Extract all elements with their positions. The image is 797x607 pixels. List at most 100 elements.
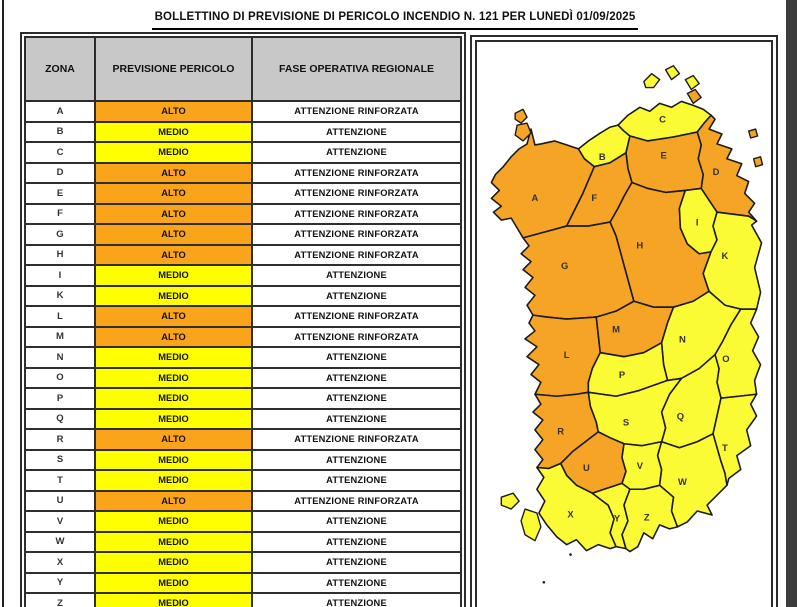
danger-level-cell: MEDIO <box>94 448 253 471</box>
table-row: A ALTO ATTENZIONE RINFORZATA <box>24 100 462 123</box>
operational-phase-cell: ATTENZIONE <box>251 141 462 164</box>
zone-cell: T <box>24 469 96 492</box>
danger-level-cell: MEDIO <box>94 530 253 553</box>
table-row: S MEDIO ATTENZIONE <box>24 448 462 471</box>
operational-phase-cell: ATTENZIONE RINFORZATA <box>251 428 462 451</box>
zone-cell: B <box>24 120 96 143</box>
map-zone-label-K: K <box>722 250 729 261</box>
operational-phase-cell: ATTENZIONE RINFORZATA <box>251 100 462 123</box>
map-zone-label-E: E <box>660 149 666 160</box>
map-zone-X <box>536 462 617 552</box>
map-zone-label-M: M <box>612 323 620 334</box>
danger-level-cell: MEDIO <box>94 264 253 287</box>
zone-cell: K <box>24 284 96 307</box>
danger-level-cell: ALTO <box>94 223 253 246</box>
map-zone-label-Z: Z <box>644 511 650 522</box>
map-zone-I <box>678 187 718 255</box>
map-zone-label-S: S <box>623 416 629 427</box>
map-zone-label-L: L <box>564 349 570 360</box>
operational-phase-cell: ATTENZIONE <box>251 284 462 307</box>
danger-level-cell: MEDIO <box>94 387 253 410</box>
fire-danger-table-box: ZONA PREVISIONE PERICOLO FASE OPERATIVA RE… <box>20 32 466 607</box>
zone-cell: O <box>24 366 96 389</box>
maddalena-island-1 <box>643 72 661 89</box>
danger-level-cell: ALTO <box>94 100 253 123</box>
table-row: H ALTO ATTENZIONE RINFORZATA <box>24 243 462 266</box>
asinara-island-2 <box>514 122 532 142</box>
map-zone-label-H: H <box>636 239 643 250</box>
map-zone-label-F: F <box>591 192 597 203</box>
table-row: W MEDIO ATTENZIONE <box>24 530 462 553</box>
table-row: X MEDIO ATTENZIONE <box>24 551 462 574</box>
table-row: R ALTO ATTENZIONE RINFORZATA <box>24 428 462 451</box>
table-row: Y MEDIO ATTENZIONE <box>24 571 462 594</box>
operational-phase-cell: ATTENZIONE <box>251 387 462 410</box>
danger-level-cell: MEDIO <box>94 407 253 430</box>
map-zone-label-X: X <box>567 508 574 519</box>
zone-cell: C <box>24 141 96 164</box>
map-zone-label-T: T <box>722 442 728 453</box>
operational-phase-cell: ATTENZIONE <box>251 530 462 553</box>
map-zone-label-O: O <box>722 353 729 364</box>
danger-level-cell: MEDIO <box>94 510 253 533</box>
asinara-island-1 <box>514 108 528 124</box>
table-row: T MEDIO ATTENZIONE <box>24 469 462 492</box>
danger-level-cell: MEDIO <box>94 551 253 574</box>
operational-phase-cell: ATTENZIONE <box>251 264 462 287</box>
operational-phase-cell: ATTENZIONE <box>251 551 462 574</box>
zone-cell: E <box>24 182 96 205</box>
map-zone-label-B: B <box>599 151 606 162</box>
map-zone-label-V: V <box>637 460 644 471</box>
danger-level-cell: MEDIO <box>94 592 253 607</box>
zone-cell: X <box>24 551 96 574</box>
danger-level-cell: ALTO <box>94 161 253 184</box>
table-row: E ALTO ATTENZIONE RINFORZATA <box>24 182 462 205</box>
operational-phase-cell: ATTENZIONE <box>251 592 462 607</box>
table-row: V MEDIO ATTENZIONE <box>24 510 462 533</box>
map-zone-label-Q: Q <box>677 410 684 421</box>
tavolara-island <box>747 128 759 139</box>
table-header: ZONA PREVISIONE PERICOLO FASE OPERATIVA RE… <box>24 36 462 102</box>
table-row: B MEDIO ATTENZIONE <box>24 120 462 143</box>
operational-phase-cell: ATTENZIONE <box>251 571 462 594</box>
map-zone-label-G: G <box>561 260 568 271</box>
operational-phase-cell: ATTENZIONE <box>251 366 462 389</box>
operational-phase-cell: ATTENZIONE <box>251 448 462 471</box>
table-row: K MEDIO ATTENZIONE <box>24 284 462 307</box>
column-header-0: ZONA <box>24 36 96 102</box>
zone-cell: N <box>24 346 96 369</box>
table-row: N MEDIO ATTENZIONE <box>24 346 462 369</box>
zone-cell: W <box>24 530 96 553</box>
column-header-1: PREVISIONE PERICOLO <box>94 36 253 102</box>
operational-phase-cell: ATTENZIONE RINFORZATA <box>251 161 462 184</box>
zone-cell: P <box>24 387 96 410</box>
table-row: Q MEDIO ATTENZIONE <box>24 407 462 430</box>
operational-phase-cell: ATTENZIONE RINFORZATA <box>251 202 462 225</box>
operational-phase-cell: ATTENZIONE RINFORZATA <box>251 305 462 328</box>
operational-phase-cell: ATTENZIONE <box>251 510 462 533</box>
map-zone-S <box>587 377 683 447</box>
zone-cell: Z <box>24 592 96 607</box>
danger-level-cell: MEDIO <box>94 346 253 369</box>
operational-phase-cell: ATTENZIONE <box>251 346 462 369</box>
danger-level-cell: MEDIO <box>94 284 253 307</box>
danger-level-cell: ALTO <box>94 202 253 225</box>
zone-cell: R <box>24 428 96 451</box>
table-row: Z MEDIO ATTENZIONE <box>24 592 462 607</box>
table-row: I MEDIO ATTENZIONE <box>24 264 462 287</box>
title-bar: BOLLETTINO DI PREVISIONE DI PERICOLO INC… <box>0 7 790 30</box>
maddalena-island-2 <box>664 65 681 81</box>
map-zone-label-I: I <box>696 217 699 228</box>
zone-cell: L <box>24 305 96 328</box>
map-zone-label-D: D <box>713 166 720 177</box>
table-row: M ALTO ATTENZIONE RINFORZATA <box>24 325 462 348</box>
table-row: O MEDIO ATTENZIONE <box>24 366 462 389</box>
table-row: D ALTO ATTENZIONE RINFORZATA <box>24 161 462 184</box>
window-edge <box>786 0 797 607</box>
operational-phase-cell: ATTENZIONE <box>251 469 462 492</box>
table-row: L ALTO ATTENZIONE RINFORZATA <box>24 305 462 328</box>
islet-dot <box>542 580 546 584</box>
fire-danger-table: ZONA PREVISIONE PERICOLO FASE OPERATIVA RE… <box>24 36 462 607</box>
map-zone-label-N: N <box>679 333 686 344</box>
